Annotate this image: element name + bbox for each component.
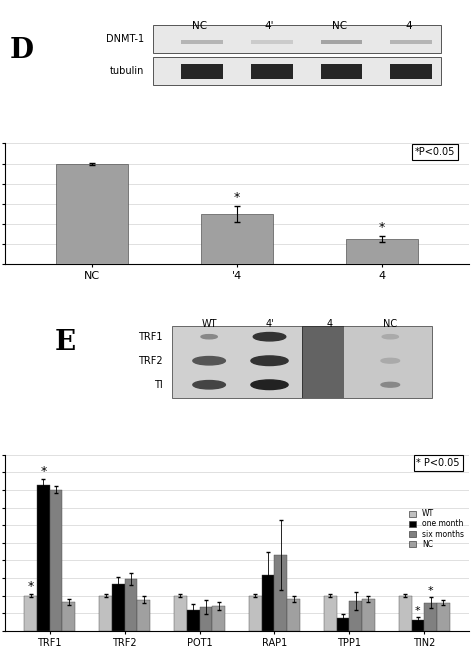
Legend: WT, one month, six months, NC: WT, one month, six months, NC (407, 508, 465, 550)
Text: 4: 4 (327, 319, 333, 329)
Bar (154, 57, 441, 84)
Bar (349, 601, 362, 631)
Bar (424, 603, 437, 631)
Bar (181, 64, 223, 79)
Bar (200, 607, 212, 631)
Ellipse shape (193, 380, 226, 389)
Bar (154, 25, 441, 52)
Text: TI: TI (154, 380, 163, 390)
Text: * P<0.05: * P<0.05 (417, 458, 460, 468)
Bar (302, 325, 432, 398)
Bar (362, 599, 375, 631)
Bar (137, 600, 150, 631)
Bar (262, 575, 274, 631)
Ellipse shape (381, 359, 400, 363)
Text: DNMT-1: DNMT-1 (106, 34, 144, 44)
Text: 4: 4 (406, 21, 412, 31)
Bar (320, 64, 363, 79)
Text: NC: NC (192, 21, 208, 31)
Bar (251, 40, 293, 44)
Bar (99, 596, 112, 631)
Ellipse shape (193, 357, 226, 365)
Bar (212, 606, 225, 631)
Bar (112, 584, 125, 631)
Text: *P<0.05: *P<0.05 (415, 147, 456, 157)
Bar (55, 163, 128, 264)
Bar (287, 599, 300, 631)
Bar (346, 238, 419, 264)
Bar (399, 596, 411, 631)
Bar (390, 40, 432, 44)
Text: 4': 4' (265, 21, 274, 31)
Bar (320, 40, 363, 44)
Bar (337, 618, 349, 631)
Text: *: * (40, 465, 46, 477)
Text: *: * (379, 220, 385, 234)
Bar (37, 485, 50, 631)
Text: D: D (9, 37, 33, 64)
Bar (324, 596, 337, 631)
Bar (125, 579, 137, 631)
Text: NC: NC (332, 21, 347, 31)
Text: TRF1: TRF1 (138, 332, 163, 342)
Bar (187, 610, 200, 631)
Text: *: * (27, 580, 34, 593)
Ellipse shape (253, 333, 286, 341)
Text: NC: NC (383, 319, 397, 329)
Bar (172, 325, 302, 398)
Text: *: * (415, 606, 421, 616)
Text: TRF2: TRF2 (138, 356, 163, 366)
Ellipse shape (251, 380, 288, 390)
Text: *: * (428, 586, 434, 596)
Bar (411, 620, 424, 631)
Bar (249, 596, 262, 631)
Bar (24, 596, 37, 631)
Bar (181, 40, 223, 44)
Bar (302, 325, 344, 398)
Bar (251, 64, 293, 79)
Text: 4': 4' (265, 319, 274, 329)
Ellipse shape (382, 335, 399, 339)
Text: *: * (234, 191, 240, 204)
Ellipse shape (381, 382, 400, 387)
Bar (201, 214, 273, 264)
Bar (390, 64, 432, 79)
Bar (50, 490, 63, 631)
Text: E: E (55, 329, 76, 356)
Ellipse shape (251, 356, 288, 366)
Bar (174, 596, 187, 631)
Bar (437, 603, 450, 631)
Bar (63, 602, 75, 631)
Bar (274, 555, 287, 631)
Ellipse shape (201, 335, 217, 339)
Text: tubulin: tubulin (109, 66, 144, 76)
Text: WT: WT (201, 319, 217, 329)
